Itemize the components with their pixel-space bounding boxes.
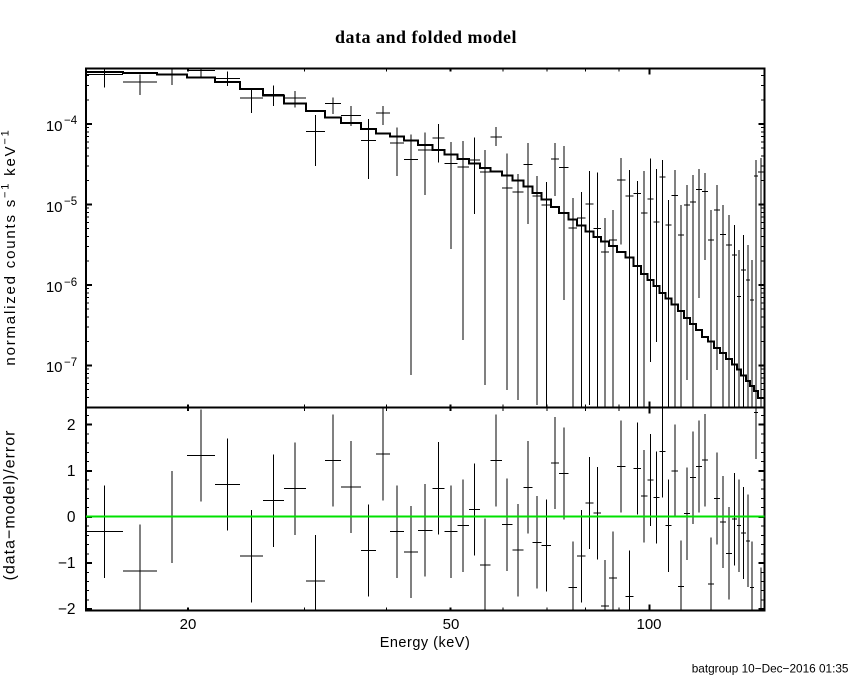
svg-text:1: 1 bbox=[67, 463, 76, 480]
svg-text:0: 0 bbox=[67, 509, 76, 526]
svg-text:−2: −2 bbox=[58, 601, 76, 618]
svg-text:−1: −1 bbox=[58, 555, 76, 572]
svg-text:10: 10 bbox=[46, 359, 63, 376]
svg-text:10: 10 bbox=[46, 199, 63, 216]
svg-text:Energy (keV): Energy (keV) bbox=[380, 635, 471, 651]
svg-text:−4: −4 bbox=[64, 115, 78, 127]
svg-text:−7: −7 bbox=[64, 357, 77, 369]
svg-text:100: 100 bbox=[636, 616, 661, 633]
svg-text:10: 10 bbox=[46, 118, 63, 135]
svg-text:10: 10 bbox=[46, 279, 63, 296]
svg-text:50: 50 bbox=[443, 616, 460, 633]
svg-text:−6: −6 bbox=[64, 277, 77, 289]
svg-text:20: 20 bbox=[180, 616, 197, 633]
svg-text:−5: −5 bbox=[64, 196, 77, 208]
svg-text:batgroup 10−Dec−2016 01:35: batgroup 10−Dec−2016 01:35 bbox=[692, 662, 849, 676]
svg-text:(data−model)/error: (data−model)/error bbox=[2, 430, 19, 581]
svg-text:data and folded model: data and folded model bbox=[335, 27, 517, 47]
svg-text:2: 2 bbox=[67, 417, 76, 434]
svg-text:normalized counts s−1 keV−1: normalized counts s−1 keV−1 bbox=[0, 128, 19, 365]
